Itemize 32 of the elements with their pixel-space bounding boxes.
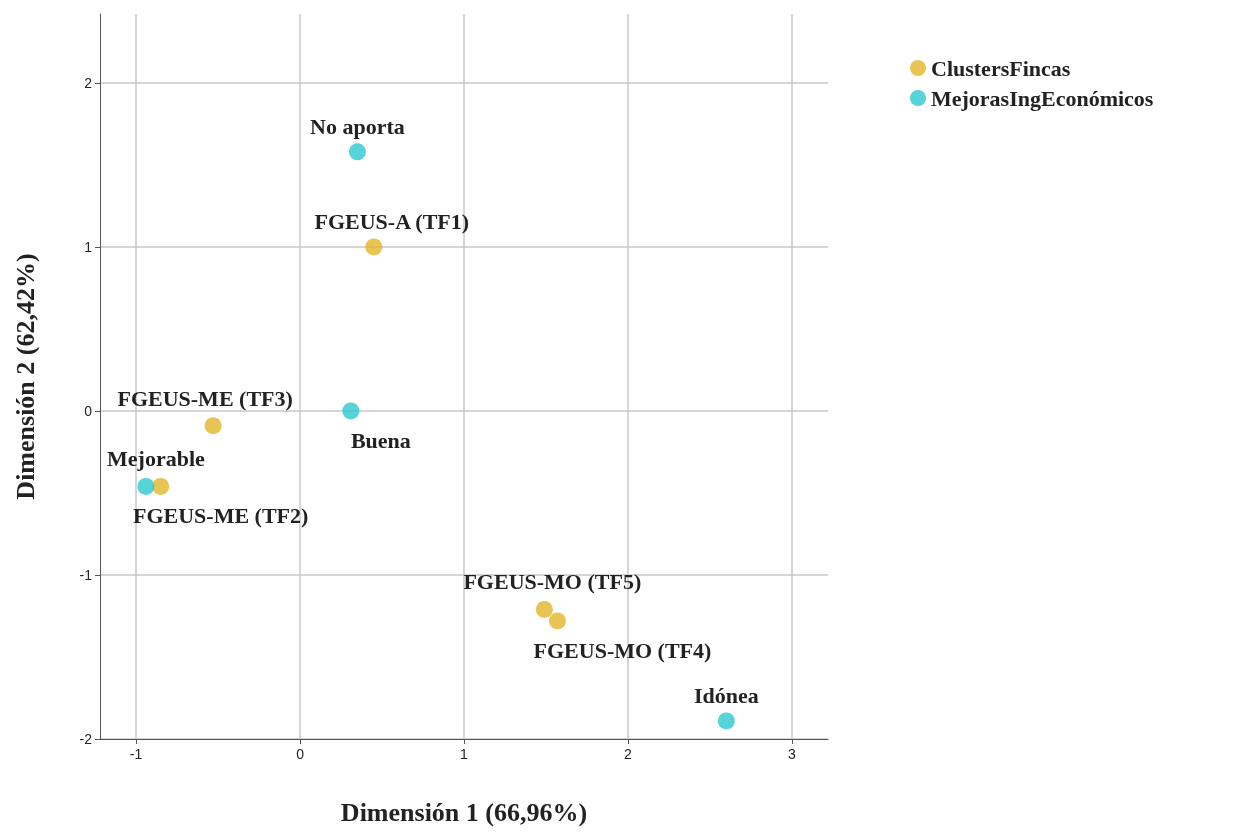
annotation: FGEUS-MO (TF5) <box>463 569 642 595</box>
x-tick-label: 0 <box>296 746 305 762</box>
point <box>535 600 553 618</box>
point <box>348 143 366 161</box>
annotation: FGEUS-ME (TF2) <box>132 503 309 529</box>
point <box>548 612 566 630</box>
point <box>204 417 222 435</box>
y-tick-label: 2 <box>84 74 93 91</box>
annotation: FGEUS-MO (TF4) <box>533 637 712 663</box>
annotation: Buena <box>350 427 411 453</box>
x-tick-label: 2 <box>624 746 633 762</box>
annotation: Idónea <box>693 682 759 708</box>
x-tick-label: -1 <box>129 746 143 762</box>
annotation: No aporta <box>310 113 405 139</box>
x-tick-label: 1 <box>460 746 469 762</box>
annotation: Mejorable <box>107 446 206 472</box>
x-axis-title: Dimensión 1 (66,96%) <box>340 797 588 827</box>
legend-label: ClustersFincas <box>931 55 1071 81</box>
y-tick-label: -2 <box>79 731 93 747</box>
legend-label: MejorasIngEconómicos <box>931 85 1154 111</box>
point <box>365 238 383 256</box>
y-axis-title: Dimensión 2 (62,42%) <box>10 253 40 500</box>
y-tick-label: 0 <box>84 402 93 419</box>
y-tick-label: -1 <box>79 566 93 583</box>
annotation: FGEUS-A (TF1) <box>314 208 470 234</box>
point <box>152 477 170 495</box>
annotation: FGEUS-ME (TF3) <box>117 385 293 411</box>
point <box>342 402 360 420</box>
point <box>717 712 735 730</box>
point <box>137 477 155 495</box>
x-tick-label: 3 <box>788 746 797 762</box>
y-tick-label: 1 <box>84 238 93 255</box>
